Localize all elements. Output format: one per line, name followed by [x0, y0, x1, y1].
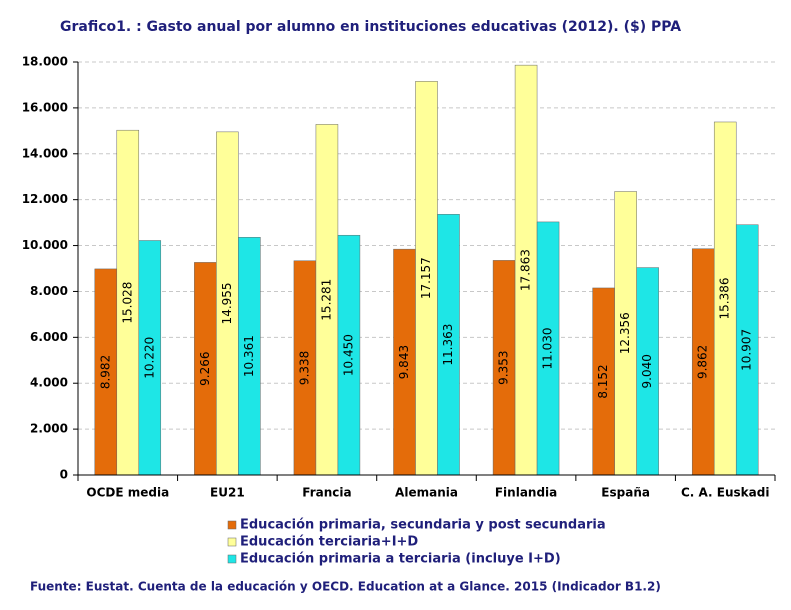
legend-label: Educación primaria, secundaria y post se… — [240, 518, 606, 533]
value-label: 15.281 — [319, 279, 333, 321]
x-tick-label: Alemania — [395, 486, 458, 500]
value-label: 9.040 — [640, 354, 654, 388]
value-label: 11.030 — [541, 327, 555, 369]
y-tick-label: 2.000 — [30, 422, 68, 436]
chart-title: Grafico1. : Gasto anual por alumno en in… — [60, 19, 681, 35]
legend-label: Educación terciaria+I+D — [240, 535, 418, 550]
legend-key — [227, 554, 237, 564]
value-label: 14.955 — [220, 282, 234, 324]
value-label: 15.028 — [120, 282, 134, 324]
legend-label: Educación primaria a terciaria (incluye … — [240, 552, 561, 567]
x-tick-label: España — [601, 486, 650, 500]
legend-key — [227, 537, 237, 547]
value-label: 9.353 — [497, 351, 511, 385]
value-label: 10.220 — [142, 337, 156, 379]
value-label: 15.386 — [718, 277, 732, 319]
value-label: 9.843 — [397, 345, 411, 379]
value-label: 8.982 — [98, 355, 112, 389]
x-tick-label: Finlandia — [495, 486, 557, 500]
value-label: 8.152 — [596, 364, 610, 398]
y-tick-label: 6.000 — [30, 330, 68, 344]
y-tick-label: 8.000 — [30, 284, 68, 298]
source: Fuente: Eustat. Cuenta de la educación y… — [30, 580, 661, 594]
y-tick-label: 10.000 — [22, 238, 68, 252]
y-tick-label: 18.000 — [22, 55, 68, 69]
value-label: 9.266 — [198, 352, 212, 386]
value-label: 9.862 — [696, 345, 710, 379]
value-label: 10.361 — [242, 335, 256, 377]
y-tick-label: 0 — [60, 468, 68, 482]
x-tick-label: EU21 — [210, 486, 245, 500]
value-label: 10.450 — [341, 334, 355, 376]
y-tick-label: 14.000 — [22, 146, 68, 160]
x-tick-label: Francia — [302, 486, 351, 500]
value-label: 10.907 — [740, 329, 754, 371]
value-label: 17.863 — [519, 249, 533, 291]
x-tick-label: C. A. Euskadi — [681, 486, 769, 500]
value-label: 12.356 — [618, 312, 632, 354]
y-tick-label: 4.000 — [30, 376, 68, 390]
value-label: 11.363 — [441, 324, 455, 366]
legend-key — [227, 520, 237, 530]
value-label: 17.157 — [419, 257, 433, 299]
x-tick-label: OCDE media — [86, 486, 169, 500]
value-label: 9.338 — [297, 351, 311, 385]
y-tick-label: 12.000 — [22, 192, 68, 206]
y-tick-label: 16.000 — [22, 100, 68, 114]
